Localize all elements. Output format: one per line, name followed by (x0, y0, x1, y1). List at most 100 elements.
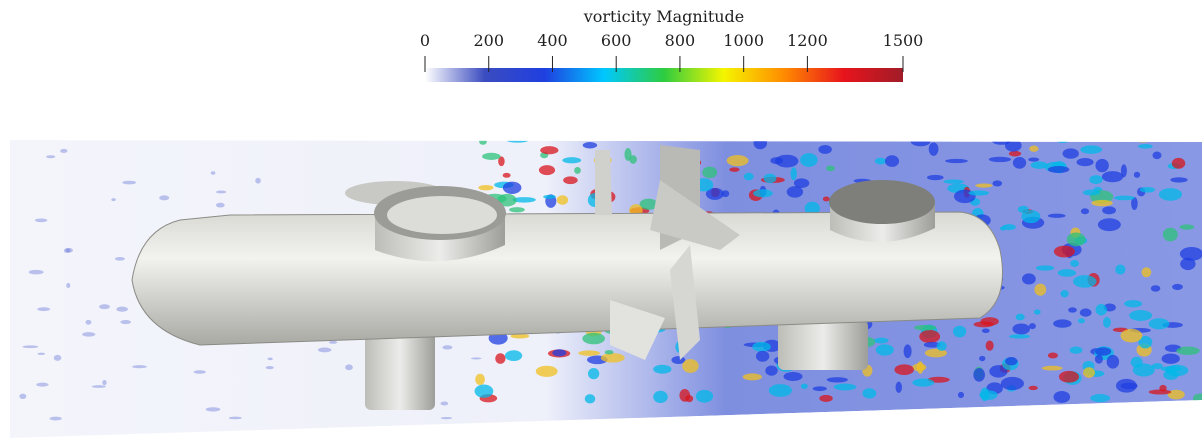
vortex (862, 388, 876, 398)
vortex (1056, 137, 1069, 143)
vortex (958, 392, 964, 398)
vortex (765, 366, 777, 376)
vortex (132, 365, 147, 368)
vortex (1000, 226, 1006, 230)
vortex (801, 384, 808, 389)
vortex (111, 198, 115, 201)
vortex (562, 157, 581, 163)
vortex (1163, 228, 1178, 242)
vortex (441, 401, 449, 405)
vortex (787, 186, 803, 198)
vortex (540, 146, 558, 154)
propeller-blade (595, 150, 612, 215)
vortex (813, 386, 827, 391)
vortex (1115, 265, 1125, 275)
vortex (784, 372, 803, 381)
vortex (82, 332, 95, 336)
vortex (1016, 314, 1025, 321)
vortex (917, 361, 924, 374)
vortex (66, 283, 70, 288)
vortex (46, 155, 55, 158)
vortex (1176, 347, 1199, 355)
vortex (753, 189, 773, 197)
vortex (1034, 284, 1046, 296)
vortex (1073, 275, 1097, 288)
vortex (442, 345, 452, 349)
vortex (478, 185, 493, 190)
vortex (216, 203, 225, 208)
vortex (1121, 329, 1143, 343)
vortex (102, 380, 106, 385)
vortex (744, 173, 754, 181)
colorbar-title: vorticity Magnitude (583, 7, 745, 26)
vortex (1149, 390, 1171, 395)
vortex (35, 218, 47, 222)
vortex (904, 344, 912, 358)
vortex (588, 368, 599, 379)
vortex (1083, 367, 1095, 378)
vortex (874, 338, 889, 344)
vortex (729, 167, 739, 171)
vortex (823, 196, 830, 201)
vortex (1042, 366, 1063, 371)
tick-label: 400 (537, 31, 568, 50)
vortex (1149, 318, 1170, 329)
vortex (912, 378, 934, 386)
vortex (578, 350, 600, 355)
vortex (819, 395, 832, 402)
vortex (927, 175, 944, 180)
vortex (475, 374, 485, 385)
tick-label: 1200 (787, 31, 828, 50)
vortex (1131, 357, 1143, 368)
vortex (1012, 323, 1030, 334)
vortex (1089, 175, 1102, 184)
vortex (229, 417, 242, 420)
vortex (743, 373, 762, 380)
vortex (945, 159, 968, 163)
tick-label: 600 (601, 31, 632, 50)
vortex (929, 142, 939, 156)
vortex (1129, 310, 1152, 321)
vortex (752, 342, 770, 352)
vortex (727, 155, 749, 166)
vortex (1070, 347, 1083, 354)
tick-label: 200 (473, 31, 504, 50)
vortex (543, 195, 556, 199)
vortex (919, 330, 940, 343)
tick-label: 1500 (883, 31, 924, 50)
vortex (1136, 138, 1149, 142)
vortex (266, 366, 274, 369)
vortex (1053, 319, 1071, 327)
vortex (605, 350, 614, 354)
vortex (1103, 317, 1111, 328)
vortex (653, 365, 671, 374)
vortex (1070, 260, 1079, 267)
vortex (345, 364, 353, 370)
vortex (834, 384, 857, 391)
vortex (679, 389, 690, 402)
vortex (1058, 269, 1076, 277)
vortex (953, 326, 966, 338)
vortex (211, 171, 216, 174)
vortex (29, 270, 44, 275)
vortex (937, 341, 947, 351)
vortex (696, 390, 713, 403)
vortex (479, 138, 487, 144)
vortex (1080, 308, 1092, 316)
vortex (1009, 334, 1030, 338)
vortex (975, 183, 992, 187)
vortex (37, 307, 50, 311)
vortex (914, 325, 936, 331)
vortex (1134, 172, 1140, 178)
vortex (503, 173, 511, 178)
vortex (582, 333, 605, 344)
vortex (159, 195, 169, 200)
vortex (1034, 309, 1041, 314)
vortex (536, 366, 558, 377)
vortex (50, 417, 62, 421)
vortex (1029, 146, 1038, 152)
rear-duct-inner (387, 196, 497, 234)
vortex (255, 178, 261, 184)
vortex (37, 353, 45, 355)
vortex (1013, 157, 1026, 169)
